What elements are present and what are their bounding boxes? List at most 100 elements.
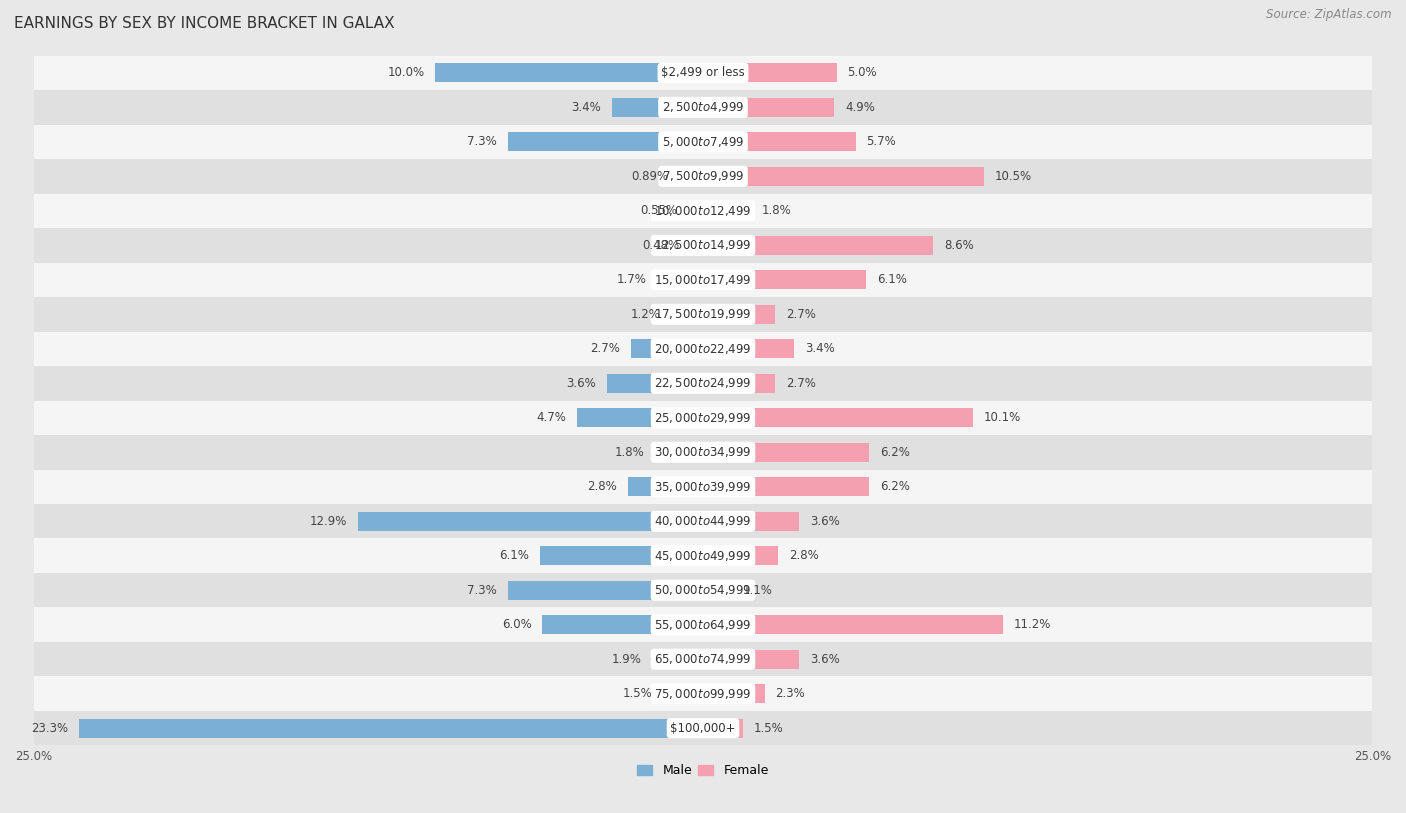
Bar [671,305,703,324]
Bar [690,236,703,254]
Text: 0.48%: 0.48% [643,239,679,252]
Text: 2.7%: 2.7% [786,376,815,389]
Text: 0.55%: 0.55% [641,204,678,217]
Bar [576,408,703,428]
Text: $2,500 to $4,999: $2,500 to $4,999 [662,100,744,115]
Bar [631,339,703,359]
Text: 5.0%: 5.0% [848,67,877,80]
Bar [612,98,703,117]
Text: $10,000 to $12,499: $10,000 to $12,499 [654,204,752,218]
Text: $15,000 to $17,499: $15,000 to $17,499 [654,273,752,287]
Bar [658,271,703,289]
Text: 1.7%: 1.7% [617,273,647,286]
Text: $75,000 to $99,999: $75,000 to $99,999 [654,687,752,701]
Text: 2.8%: 2.8% [789,550,818,563]
Bar [34,228,1372,263]
Bar [703,650,800,668]
Text: $5,000 to $7,499: $5,000 to $7,499 [662,135,744,149]
Bar [34,332,1372,366]
Text: 1.8%: 1.8% [762,204,792,217]
Text: $40,000 to $44,999: $40,000 to $44,999 [654,515,752,528]
Text: 2.8%: 2.8% [588,480,617,493]
Text: 6.0%: 6.0% [502,618,531,631]
Bar [34,263,1372,297]
Bar [703,202,751,220]
Text: 3.6%: 3.6% [567,376,596,389]
Bar [540,546,703,565]
Bar [34,573,1372,607]
Text: 3.4%: 3.4% [571,101,602,114]
Text: 2.7%: 2.7% [591,342,620,355]
Text: 10.1%: 10.1% [984,411,1021,424]
Text: 7.3%: 7.3% [467,136,496,148]
Text: $25,000 to $29,999: $25,000 to $29,999 [654,411,752,424]
Bar [543,615,703,634]
Text: $55,000 to $64,999: $55,000 to $64,999 [654,618,752,632]
Text: 0.89%: 0.89% [631,170,668,183]
Bar [34,607,1372,642]
Text: $35,000 to $39,999: $35,000 to $39,999 [654,480,752,493]
Bar [652,650,703,668]
Bar [703,615,1002,634]
Bar [34,711,1372,746]
Bar [703,98,834,117]
Bar [508,580,703,600]
Bar [436,63,703,82]
Bar [703,305,775,324]
Bar [34,504,1372,538]
Bar [655,443,703,462]
Bar [703,477,869,496]
Text: $100,000+: $100,000+ [671,722,735,735]
Text: 10.5%: 10.5% [995,170,1032,183]
Bar [679,167,703,186]
Bar [34,538,1372,573]
Text: 2.7%: 2.7% [786,308,815,321]
Text: 12.9%: 12.9% [309,515,347,528]
Bar [357,511,703,531]
Text: 1.1%: 1.1% [744,584,773,597]
Text: $65,000 to $74,999: $65,000 to $74,999 [654,652,752,666]
Text: $12,500 to $14,999: $12,500 to $14,999 [654,238,752,252]
Bar [703,374,775,393]
Bar [703,443,869,462]
Text: $22,500 to $24,999: $22,500 to $24,999 [654,376,752,390]
Bar [703,685,765,703]
Bar [703,408,973,428]
Text: $50,000 to $54,999: $50,000 to $54,999 [654,583,752,598]
Bar [628,477,703,496]
Bar [34,193,1372,228]
Text: 6.2%: 6.2% [880,446,910,459]
Bar [34,297,1372,332]
Bar [34,676,1372,711]
Bar [606,374,703,393]
Bar [34,159,1372,193]
Bar [34,90,1372,124]
Text: 3.4%: 3.4% [804,342,835,355]
Text: 8.6%: 8.6% [943,239,974,252]
Text: 6.1%: 6.1% [877,273,907,286]
Bar [508,133,703,151]
Bar [703,271,866,289]
Text: 1.5%: 1.5% [623,687,652,700]
Bar [703,167,984,186]
Text: 2.3%: 2.3% [775,687,806,700]
Text: 1.9%: 1.9% [612,653,641,666]
Text: 7.3%: 7.3% [467,584,496,597]
Text: 1.5%: 1.5% [754,722,783,735]
Text: EARNINGS BY SEX BY INCOME BRACKET IN GALAX: EARNINGS BY SEX BY INCOME BRACKET IN GAL… [14,16,395,31]
Text: 6.1%: 6.1% [499,550,529,563]
Bar [703,546,778,565]
Bar [703,133,856,151]
Bar [662,685,703,703]
Text: 4.9%: 4.9% [845,101,875,114]
Text: $2,499 or less: $2,499 or less [661,67,745,80]
Bar [34,435,1372,470]
Text: 11.2%: 11.2% [1014,618,1052,631]
Text: $45,000 to $49,999: $45,000 to $49,999 [654,549,752,563]
Text: $30,000 to $34,999: $30,000 to $34,999 [654,446,752,459]
Text: 1.8%: 1.8% [614,446,644,459]
Bar [34,401,1372,435]
Bar [703,580,733,600]
Legend: Male, Female: Male, Female [637,764,769,777]
Text: 23.3%: 23.3% [31,722,69,735]
